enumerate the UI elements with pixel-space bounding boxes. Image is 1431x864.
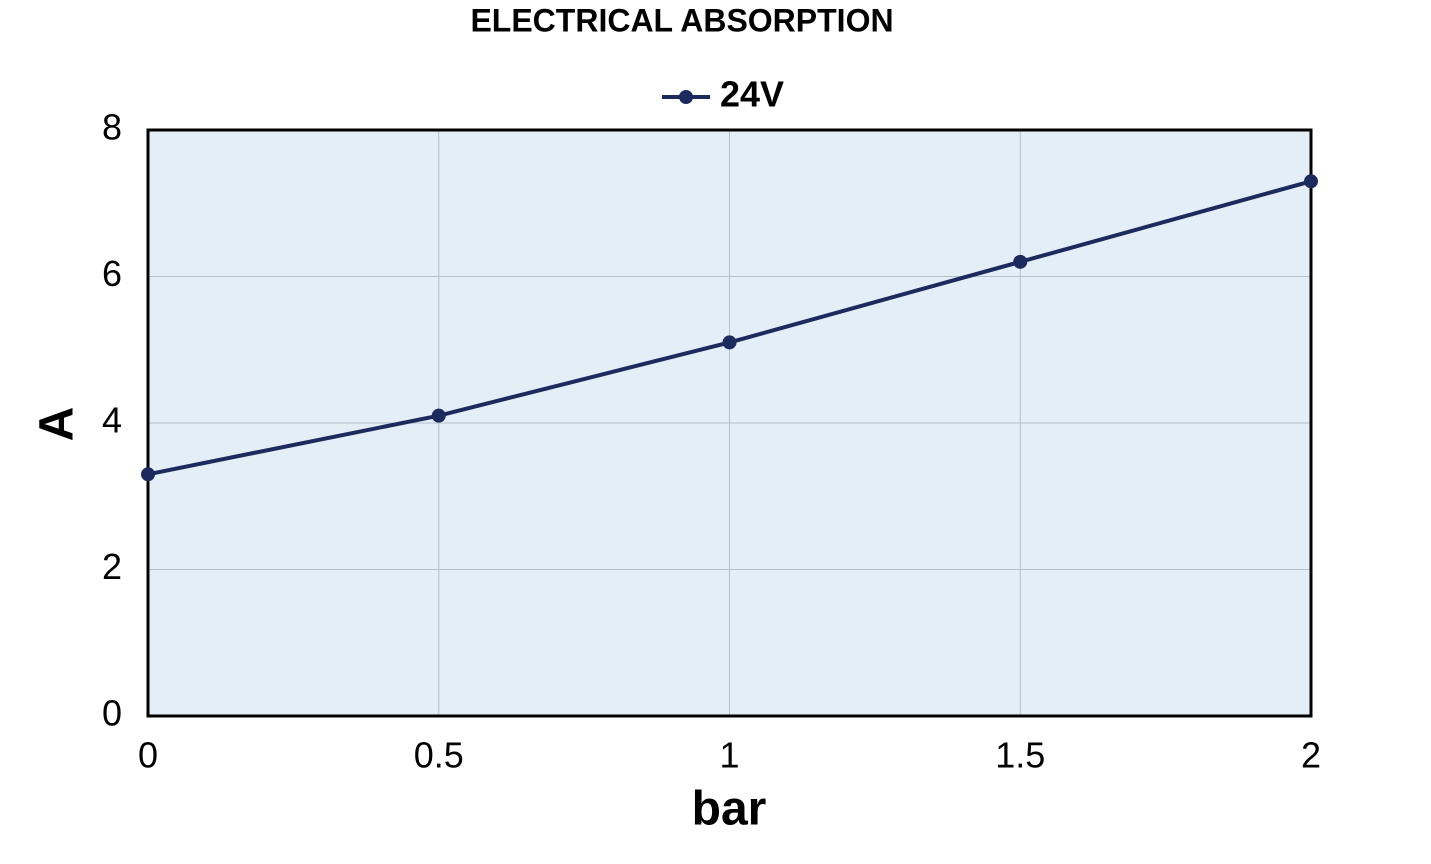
legend-marker [679, 90, 693, 104]
data-point [431, 408, 446, 423]
x-tick-label: 0 [138, 735, 158, 776]
y-tick-label: 4 [102, 400, 122, 441]
x-axis-label: bar [692, 783, 767, 836]
chart-title: ELECTRICAL ABSORPTION [470, 2, 893, 38]
plot-border [146, 128, 1313, 718]
data-point [722, 335, 737, 350]
y-tick-label: 6 [102, 253, 122, 294]
x-tick-label: 1 [719, 735, 739, 776]
x-tick-label: 0.5 [414, 735, 464, 776]
y-axis-label: A [31, 407, 84, 442]
y-tick-label: 8 [102, 107, 122, 148]
data-point [1013, 254, 1028, 269]
y-tick-label: 2 [102, 546, 122, 587]
x-tick-label: 1.5 [995, 735, 1045, 776]
x-tick-label: 2 [1301, 735, 1321, 776]
y-tick-label: 0 [102, 693, 122, 734]
data-point [1304, 174, 1318, 189]
legend-label: 24V [720, 74, 784, 115]
data-point [141, 467, 155, 482]
